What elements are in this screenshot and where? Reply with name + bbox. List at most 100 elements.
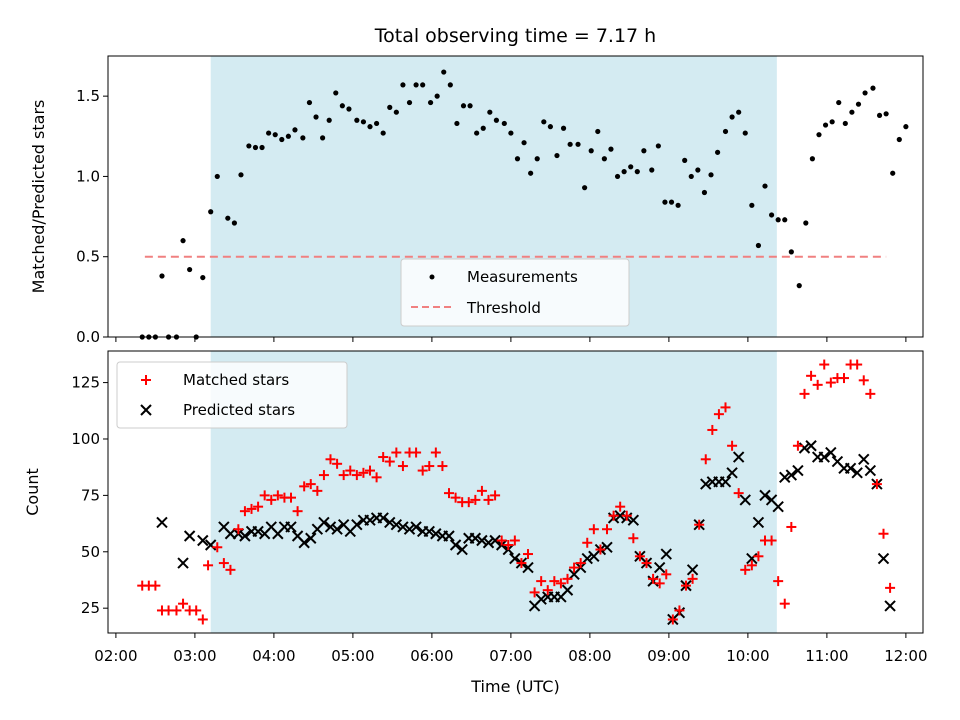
predicted-star-point	[197, 534, 209, 547]
matched-star-point	[483, 494, 494, 505]
matched-star-point	[812, 379, 823, 390]
x-stroke-2	[825, 446, 837, 459]
matched-star-point	[384, 456, 395, 467]
bottom-x-tick-label: 11:00	[805, 647, 848, 665]
matched-star-point	[225, 564, 236, 575]
x-stroke-2	[364, 514, 376, 526]
measurement-point	[493, 117, 500, 123]
matched-star-point	[338, 470, 349, 481]
x-stroke-2	[337, 519, 350, 531]
measurement-point	[346, 106, 352, 112]
predicted-star-point	[627, 514, 640, 526]
measurement-point	[333, 90, 339, 96]
measurement-point	[788, 249, 794, 255]
matched-star-point	[286, 492, 297, 503]
measurement-point	[729, 114, 735, 120]
matched-star-point	[371, 472, 382, 483]
matched-star-point	[424, 461, 435, 472]
matched-star-point	[779, 598, 790, 609]
bottom-axes-frame	[107, 350, 924, 634]
matched-star-point	[608, 510, 619, 521]
measurement-point	[608, 146, 614, 152]
predicted-star-point	[443, 530, 455, 542]
bottom-x-tick-label: 03:00	[173, 647, 216, 665]
matched-stars-points	[137, 359, 896, 625]
x-stroke-2	[430, 528, 442, 540]
matched-star-point	[713, 409, 724, 420]
x-stroke-2	[351, 519, 363, 531]
predicted-star-point	[469, 532, 482, 544]
legend-predicted-marker	[140, 404, 152, 416]
measurement-point	[454, 120, 460, 127]
measurement-point	[715, 149, 721, 155]
measurement-point	[855, 101, 862, 107]
measurement-point	[655, 143, 661, 149]
predicted-star-point	[785, 469, 798, 481]
predicted-star-point	[825, 446, 837, 459]
matched-star-point	[865, 388, 876, 399]
matched-star-point	[203, 560, 214, 571]
measurement-point	[567, 141, 573, 147]
x-stroke-2	[449, 539, 462, 551]
measurement-point	[560, 125, 567, 131]
predicted-star-point	[818, 451, 830, 463]
x-stroke-2	[601, 541, 613, 553]
x-stroke-2	[877, 552, 890, 565]
matched-star-point	[786, 521, 797, 532]
matched-star-point	[378, 452, 389, 463]
matched-star-point	[272, 490, 283, 501]
predicted-star-point	[364, 514, 376, 526]
matched-star-point	[621, 510, 632, 521]
measurement-point	[521, 140, 527, 146]
matched-star-point	[885, 582, 896, 593]
predicted-star-point	[522, 561, 534, 574]
predicted-star-point	[884, 600, 896, 612]
measurement-point	[582, 185, 588, 191]
matched-star-point	[542, 585, 553, 596]
matched-star-point	[529, 587, 540, 598]
matched-star-point	[450, 492, 461, 503]
matched-star-point	[259, 490, 270, 501]
predicted-star-point	[390, 519, 403, 531]
matched-star-point	[839, 373, 850, 384]
predicted-star-point	[581, 552, 593, 565]
measurement-point	[373, 120, 380, 127]
matched-star-point	[191, 605, 202, 616]
matched-star-point	[799, 388, 810, 399]
predicted-star-point	[844, 462, 857, 475]
predicted-star-point	[509, 552, 521, 565]
measurement-point	[354, 117, 360, 123]
predicted-star-point	[739, 494, 751, 506]
bottom-legend: Matched stars Predicted stars	[116, 361, 348, 429]
x-stroke-2	[443, 530, 455, 542]
matched-star-point	[150, 580, 161, 591]
predicted-star-point	[489, 534, 501, 547]
matched-star-point	[345, 465, 356, 476]
x-stroke-2	[739, 494, 751, 506]
x-stroke-2	[140, 404, 152, 416]
measurement-point	[480, 125, 486, 131]
x-stroke-2	[469, 532, 482, 544]
top-x-ticks	[115, 337, 907, 342]
x-stroke-2	[298, 537, 310, 549]
x-stroke-2	[397, 521, 409, 533]
measurement-point	[849, 109, 855, 115]
predicted-star-point	[410, 521, 422, 533]
x-stroke-2	[239, 530, 251, 542]
measurement-point	[762, 183, 768, 189]
matched-star-point	[681, 580, 692, 591]
measurement-point	[393, 109, 399, 115]
predicted-star-point	[449, 539, 462, 551]
measurement-point	[682, 157, 688, 163]
predicted-star-point	[759, 489, 771, 502]
x-stroke-2	[746, 552, 758, 565]
predicted-star-point	[772, 500, 784, 513]
measurement-point	[380, 130, 386, 136]
predicted-star-point	[377, 512, 389, 524]
matched-star-point	[292, 506, 303, 517]
predicted-star-point	[430, 528, 442, 540]
x-stroke-2	[384, 516, 396, 529]
measurement-point	[662, 199, 668, 205]
top-y-axis-label: Matched/Predicted stars	[29, 100, 48, 294]
x-stroke-2	[798, 442, 811, 454]
